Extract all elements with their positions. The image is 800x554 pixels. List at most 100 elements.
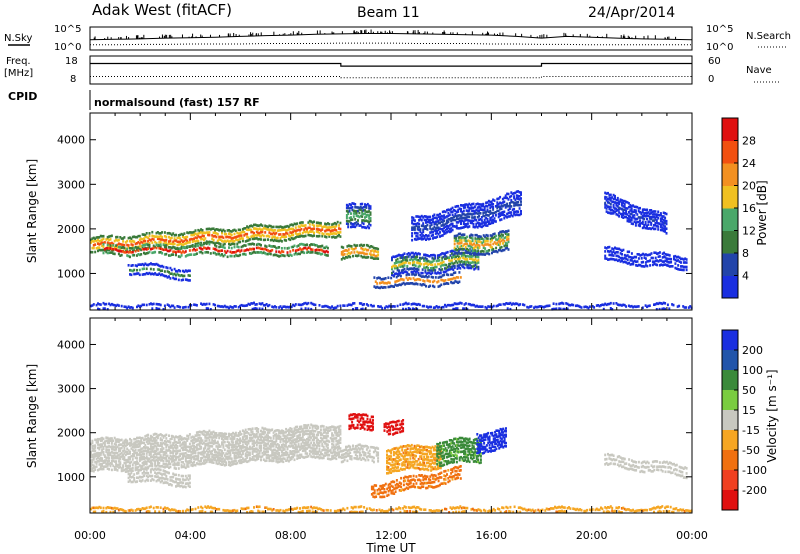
heat-cell	[144, 235, 147, 239]
heat-cell	[331, 305, 334, 308]
heat-cell	[202, 238, 205, 242]
heat-cell	[258, 251, 261, 254]
heat-cell	[250, 252, 253, 255]
heat-cell	[177, 438, 180, 442]
heat-cell	[522, 303, 524, 306]
heat-cell	[422, 234, 425, 237]
heat-cell	[212, 434, 215, 438]
heat-cell	[311, 243, 314, 246]
heat-cell	[120, 253, 123, 257]
heat-cell	[184, 238, 187, 241]
heat-cell	[300, 251, 303, 254]
heat-cell	[193, 441, 196, 445]
heat-cell	[451, 281, 454, 285]
heat-cell	[165, 238, 168, 242]
heat-cell	[504, 196, 507, 200]
heat-cell	[232, 451, 235, 454]
heat-cell	[346, 245, 349, 248]
heat-cell	[641, 210, 644, 214]
heat-cell	[126, 239, 129, 243]
heat-cell	[445, 273, 448, 276]
heat-cell	[403, 264, 406, 267]
heat-cell	[658, 251, 661, 254]
heat-cell	[218, 451, 221, 455]
heat-cell	[643, 256, 646, 259]
heat-cell	[636, 305, 639, 308]
heat-cell	[377, 250, 380, 254]
heat-cell	[184, 437, 187, 441]
heat-cell	[246, 228, 249, 231]
heat-cell	[520, 191, 522, 194]
heat-cell	[155, 450, 158, 453]
heat-cell	[122, 237, 125, 240]
heat-cell	[197, 451, 200, 455]
heat-cell	[622, 216, 625, 219]
heat-cell	[218, 229, 221, 232]
heat-cell	[651, 260, 654, 263]
heat-cell	[482, 211, 485, 215]
heat-cell	[614, 201, 616, 204]
heat-cell	[110, 437, 113, 440]
heat-cell	[333, 228, 336, 231]
heat-cell	[147, 251, 150, 255]
heat-cell	[265, 234, 268, 238]
heat-cell	[650, 252, 653, 255]
heat-cell	[159, 438, 162, 442]
heat-cell	[236, 453, 239, 456]
heat-cell	[367, 255, 370, 259]
heat-cell	[572, 303, 575, 307]
heat-cell	[559, 307, 562, 311]
heat-cell	[126, 250, 129, 254]
heat-cell	[439, 227, 441, 230]
heat-cell	[163, 231, 166, 234]
heat-cell	[253, 458, 255, 461]
heat-cell	[129, 437, 131, 441]
heat-cell	[102, 453, 105, 456]
heat-cell	[179, 441, 182, 444]
heat-cell	[628, 250, 631, 254]
heat-cell	[425, 215, 427, 218]
heat-cell	[422, 279, 425, 282]
heat-cell	[616, 198, 619, 202]
heat-cell	[261, 251, 264, 255]
heat-cell	[437, 306, 439, 309]
heat-cell	[151, 272, 154, 275]
heat-cell	[177, 441, 180, 444]
heat-cell	[207, 231, 210, 234]
power-colorbar-swatch	[722, 185, 738, 209]
heat-cell	[321, 225, 324, 229]
heat-cell	[214, 234, 216, 238]
heat-cell	[250, 224, 253, 227]
heat-cell	[218, 432, 221, 435]
heat-cell	[182, 306, 184, 309]
heat-cell	[478, 203, 481, 206]
heat-cell	[469, 255, 471, 258]
heat-cell	[264, 224, 267, 228]
heat-cell	[450, 303, 453, 307]
heat-cell	[184, 451, 187, 455]
heat-cell	[234, 448, 237, 451]
heat-cell	[200, 247, 203, 250]
heat-cell	[485, 233, 488, 237]
heat-cell	[109, 247, 112, 250]
heat-cell	[491, 234, 493, 238]
heat-cell	[151, 439, 154, 443]
heat-cell	[655, 215, 658, 219]
heat-cell	[265, 225, 268, 228]
heat-cell	[247, 442, 250, 445]
heat-cell	[637, 224, 640, 227]
heat-cell	[161, 450, 164, 453]
heat-cell	[470, 240, 473, 244]
heat-cell	[119, 461, 122, 464]
heat-cell	[243, 432, 246, 436]
heat-cell	[225, 432, 228, 436]
heat-cell	[134, 438, 137, 441]
heat-cell	[233, 459, 236, 463]
heat-cell	[165, 241, 168, 245]
heat-cell	[108, 454, 111, 457]
heat-cell	[304, 243, 307, 247]
heat-cell	[480, 305, 483, 308]
heat-cell	[391, 271, 393, 275]
heat-cell	[294, 222, 297, 226]
